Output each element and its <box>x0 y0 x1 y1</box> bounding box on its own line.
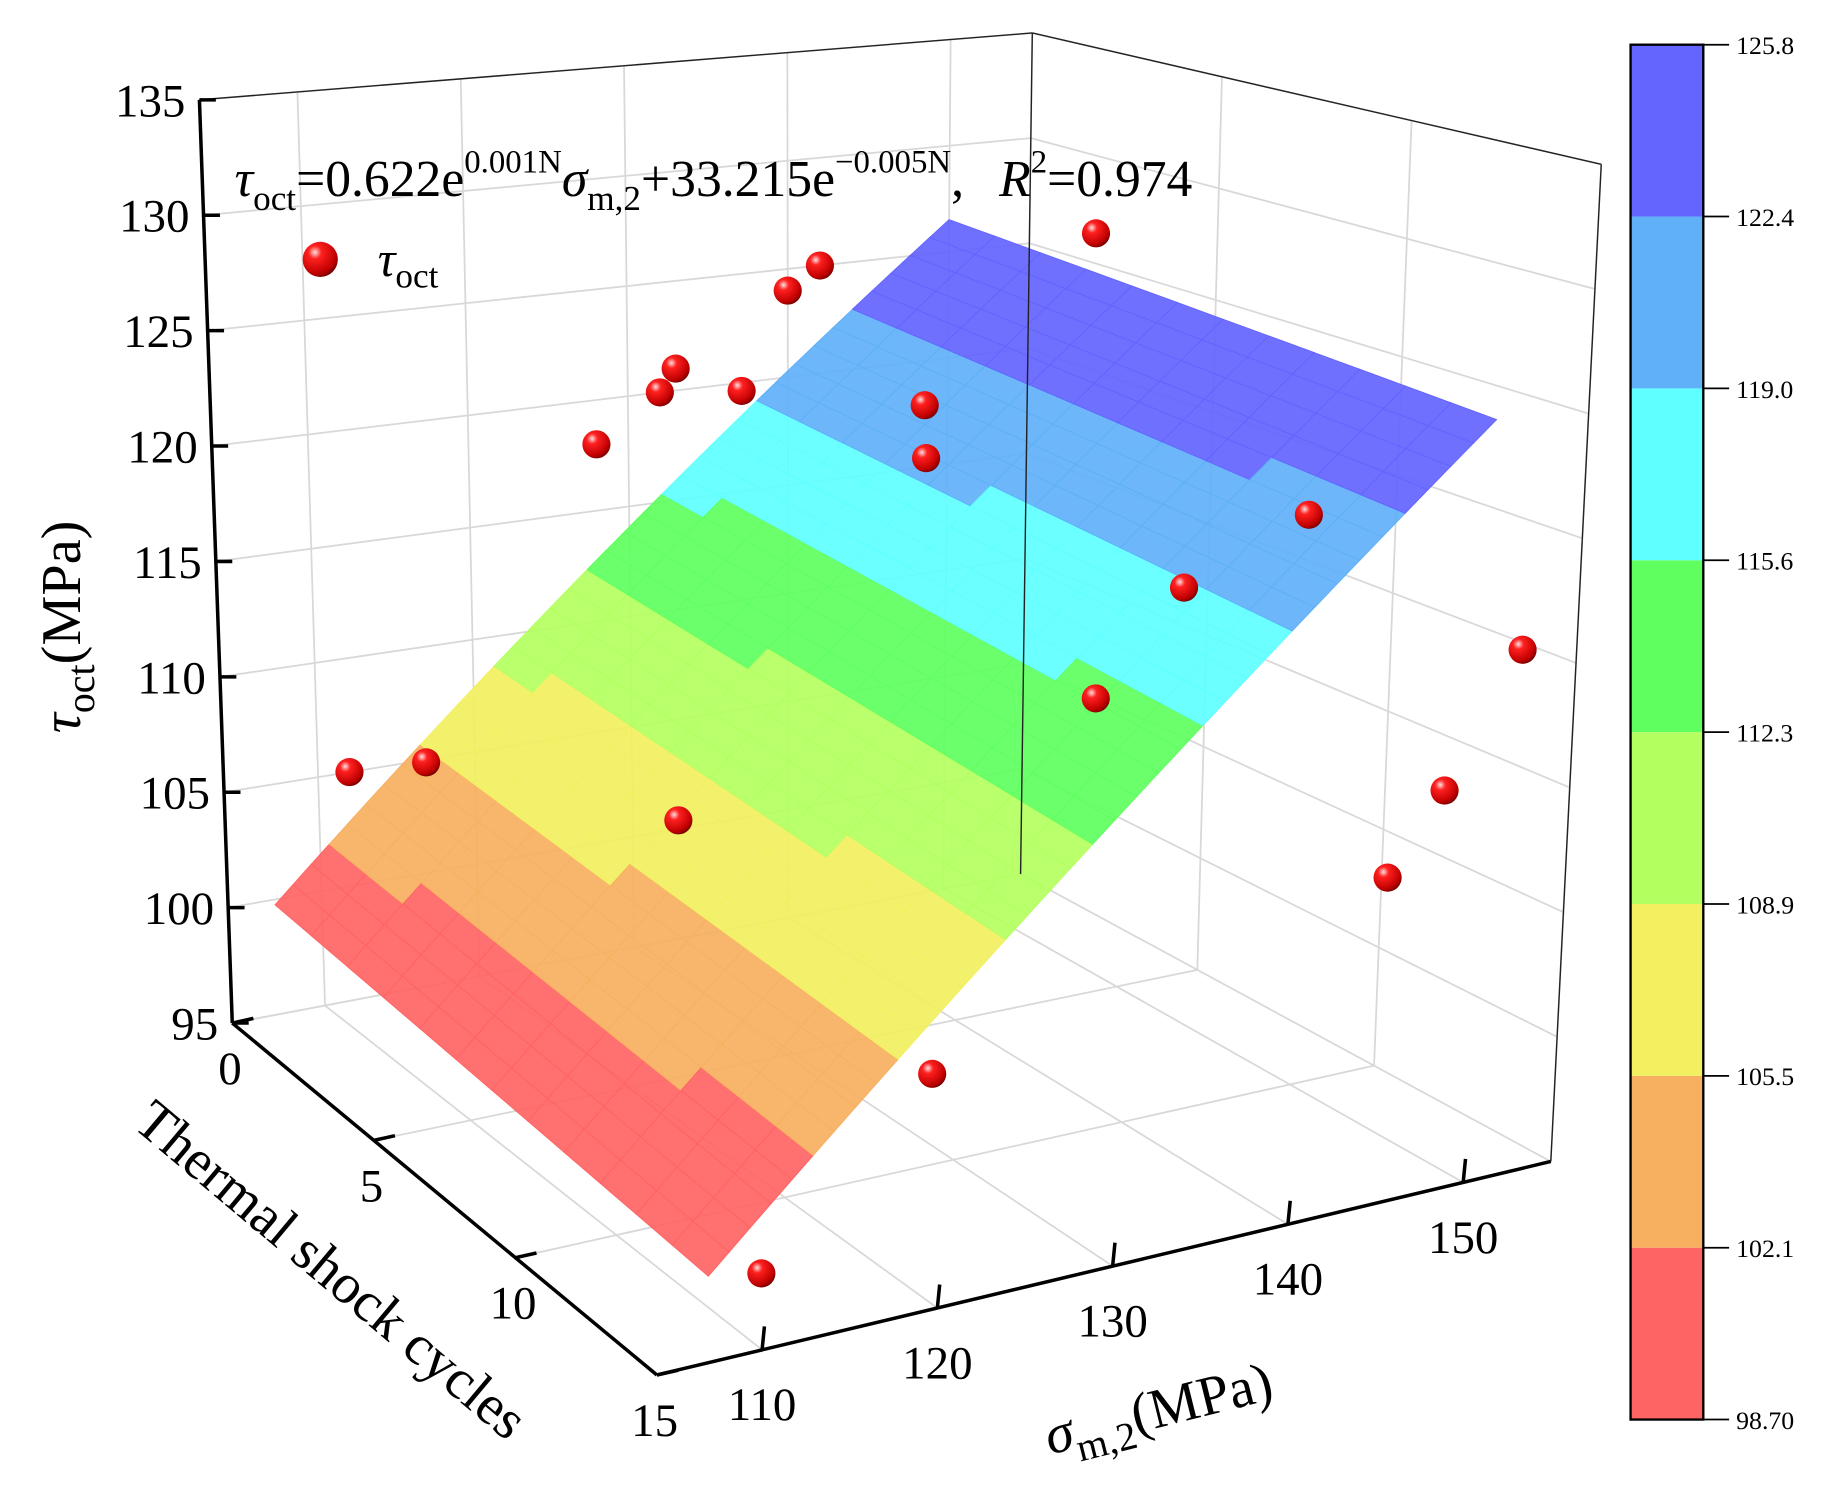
x-tick <box>760 1326 767 1351</box>
data-point <box>645 378 674 407</box>
colorbar-segment <box>1630 903 1704 1076</box>
x-axis-title: σm,2(MPa) <box>1038 1351 1281 1477</box>
colorbar-label: 122.4 <box>1736 203 1794 232</box>
z-tick-label: 120 <box>127 421 197 473</box>
legend-label: τoct <box>378 232 439 296</box>
data-point <box>1373 863 1402 892</box>
fit-equation: τoct=0.622e0.001Nσm,2+33.215e−0.005N, R2=… <box>235 145 1193 219</box>
grid-line <box>324 1004 763 1351</box>
data-point <box>910 391 939 420</box>
data-point <box>805 251 834 280</box>
data-point <box>727 376 756 405</box>
grid-line <box>207 242 1030 332</box>
data-point <box>773 276 802 305</box>
data-point <box>661 354 690 383</box>
grid-line <box>1030 137 1596 290</box>
z-axis-title: τoct(MPa) <box>31 521 103 734</box>
data-point <box>1294 500 1323 529</box>
z-tick-label: 135 <box>115 75 185 127</box>
colorbar-segment <box>1630 560 1704 733</box>
colorbar-segment <box>1630 388 1704 561</box>
z-tick-label: 110 <box>137 652 206 704</box>
box-edge <box>1550 164 1602 1162</box>
data-point <box>582 430 611 459</box>
colorbar-label: 102.1 <box>1736 1234 1794 1263</box>
box-edge <box>1032 32 1602 166</box>
data-point <box>1169 573 1199 602</box>
colorbar-label: 115.6 <box>1736 547 1793 576</box>
x-tick-label: 120 <box>902 1337 972 1389</box>
tick-labels: 95 100 105 110 115 120 125 130 135 0 5 10 15 110 120 13… <box>115 75 1498 1447</box>
data-point <box>1508 635 1537 664</box>
y-tick <box>514 1251 537 1260</box>
y-tick-label: 15 <box>631 1395 678 1447</box>
data-point <box>1081 684 1110 713</box>
data-point <box>335 758 364 787</box>
colorbar-label: 105.5 <box>1736 1062 1794 1091</box>
colorbar-segment <box>1630 732 1704 904</box>
z-tick-label: 100 <box>144 883 214 935</box>
y-tick-label: 0 <box>218 1043 241 1095</box>
grid-line <box>1020 873 1552 1163</box>
x-tick-label: 140 <box>1253 1254 1323 1306</box>
data-points <box>335 219 1537 1288</box>
z-tick-label: 130 <box>119 191 189 243</box>
x-tick <box>935 1284 942 1309</box>
colorbar-label: 112.3 <box>1736 719 1793 748</box>
colorbar-label: 119.0 <box>1736 375 1793 404</box>
data-point <box>1430 776 1459 805</box>
y-axis-title: Thermal shock cycles <box>123 1089 539 1452</box>
x-tick <box>1110 1242 1117 1267</box>
data-point <box>918 1059 947 1088</box>
z-tick-label: 125 <box>123 306 193 358</box>
colorbar-segment <box>1630 1247 1704 1420</box>
y-tick-label: 10 <box>490 1278 537 1330</box>
grid-line <box>942 887 1464 1184</box>
colorbar-segment <box>1630 216 1704 389</box>
colorbar: 98.70 102.1 105.5 108.9 112.3 115.6 119.0 122.4… <box>1629 31 1794 1435</box>
colorbar-segment <box>1630 1075 1704 1248</box>
box-edge <box>199 32 1033 101</box>
y-tick <box>373 1133 396 1143</box>
colorbar-label: 98.70 <box>1736 1406 1794 1435</box>
colorbar-label: 125.8 <box>1736 31 1794 60</box>
z-tick-label: 105 <box>140 768 210 820</box>
data-point <box>1081 219 1111 248</box>
grid-line <box>203 137 1031 217</box>
x-axis-line <box>656 1159 1552 1377</box>
grid-line <box>1029 242 1589 415</box>
box-edge <box>1019 32 1034 875</box>
y-axis-line <box>231 1021 659 1377</box>
y-tick <box>656 1368 679 1377</box>
legend: τoct <box>302 232 439 296</box>
y-tick <box>231 1016 254 1025</box>
data-point <box>747 1259 776 1288</box>
legend-marker <box>302 241 338 277</box>
x-tick-label: 110 <box>728 1379 797 1431</box>
colorbar-label: 108.9 <box>1736 890 1794 919</box>
fitted-surface <box>274 219 1498 1277</box>
surface-cell <box>1427 402 1498 444</box>
x-tick <box>1286 1200 1292 1225</box>
x-tick-label: 150 <box>1428 1212 1498 1264</box>
data-point <box>412 748 441 777</box>
x-tick <box>1461 1158 1468 1183</box>
data-point <box>912 444 941 473</box>
colorbar-segment <box>1630 44 1704 217</box>
data-point <box>664 806 693 835</box>
x-tick-label: 130 <box>1077 1296 1147 1348</box>
z-tick-label: 95 <box>171 998 218 1050</box>
y-tick-label: 5 <box>360 1160 383 1212</box>
z-tick-label: 115 <box>133 537 202 589</box>
